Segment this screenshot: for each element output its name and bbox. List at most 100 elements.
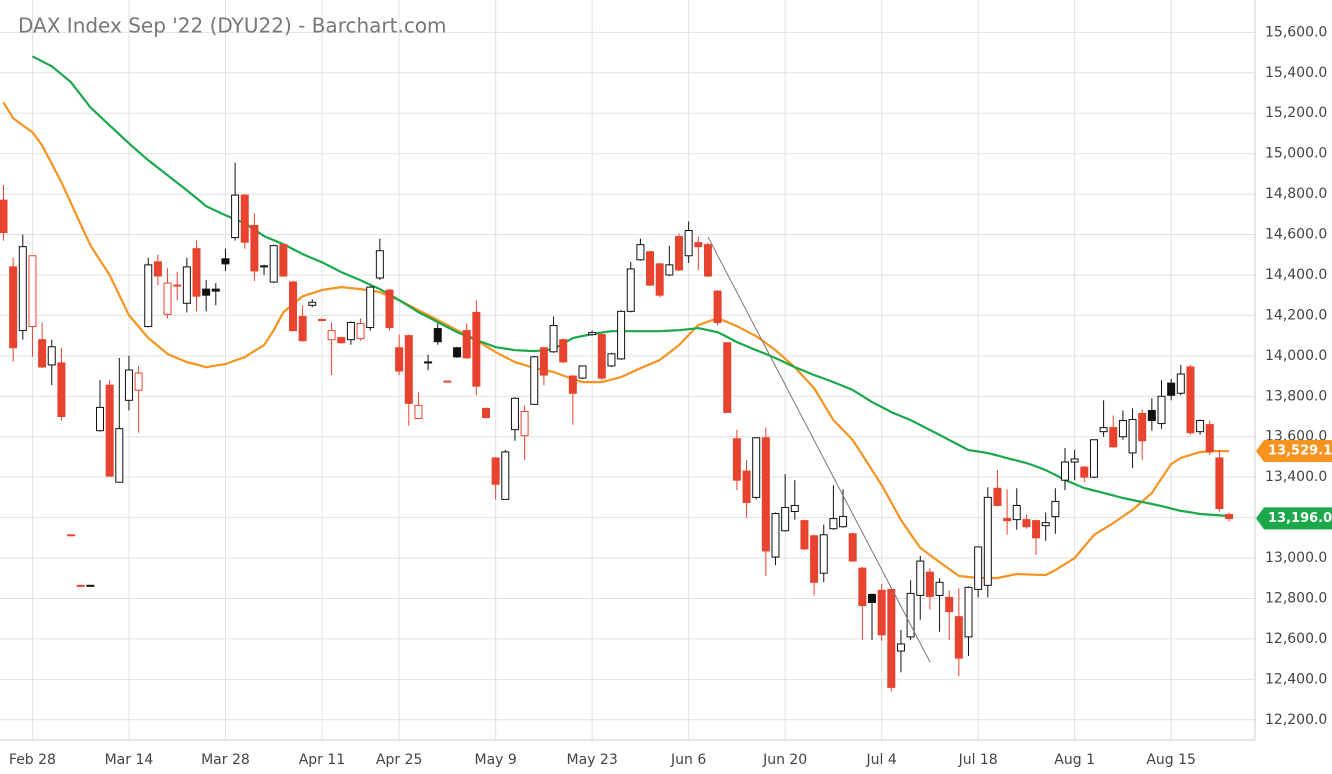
candle-body [269,245,278,283]
y-tick-label: 12,400.0 [1265,671,1327,687]
candle-body [395,347,404,372]
candle-body [424,361,433,364]
candle-body [935,581,944,596]
candle-body [317,318,326,321]
candle-body [781,506,790,532]
candle-body [675,236,683,271]
candle-body [636,244,645,261]
candle-body [337,337,346,344]
candle-body [713,290,722,323]
candle-body [742,470,751,503]
candle-body [732,438,741,481]
price-label: 13,529.1 [1268,444,1332,459]
candle-body [182,266,191,304]
candle-body [1176,373,1185,394]
candle-body [819,534,828,574]
candle-body [530,356,539,405]
candle-body [848,533,857,562]
candle-body [0,199,8,234]
candle-body [1070,458,1079,463]
candle-body [153,261,162,277]
y-tick-label: 13,800.0 [1265,388,1327,404]
candle-body [887,588,896,688]
candle-body [896,643,905,652]
y-tick-label: 15,200.0 [1265,105,1327,121]
candle-body [1157,395,1166,425]
candle-body [279,244,288,277]
candle-body [1099,427,1108,433]
x-tick-label: Mar 28 [201,752,250,768]
candle-body [1215,457,1224,509]
candle-body [1032,520,1041,539]
candle-body [414,404,423,420]
candle-body [1109,427,1118,448]
candle-body [510,397,519,431]
candle-body [443,380,452,383]
candle-body [993,487,1002,506]
candle-body [983,496,992,586]
candle-body [124,369,133,401]
x-tick-label: Feb 28 [9,752,56,768]
candle-body [945,596,954,613]
candle-body [877,589,886,636]
candle-body [250,224,259,272]
candle-body [1089,439,1098,478]
candle-body [761,437,770,552]
candle-body [67,534,76,537]
candle-body [906,592,915,638]
grid [0,0,1255,740]
candle-body [1186,366,1195,434]
candle-body [539,347,548,376]
candle-body [626,268,635,312]
candle-body [559,339,568,363]
candle-body [346,321,355,341]
candle-body [404,335,413,404]
candle-body [308,301,317,306]
candle-body [974,546,983,590]
candle-body [568,375,577,394]
candle-body [694,242,703,248]
candle-body [76,584,85,587]
trend-line [707,236,931,663]
candle-body [684,229,693,257]
candle-body [839,516,848,528]
candle-body [433,328,442,343]
candle-body [916,560,925,596]
x-tick-label: Apr 11 [299,752,345,768]
candle-body [47,346,56,366]
candle-body [723,342,732,413]
candle-body [655,263,664,296]
candle-body [327,330,336,341]
x-tick-label: May 9 [474,752,516,768]
candle-body [925,571,934,597]
x-tick-label: Aug 1 [1054,752,1095,768]
candle-body [501,451,510,500]
candle-body [134,372,143,391]
y-tick-label: 14,400.0 [1265,267,1327,283]
candle-body [211,288,220,292]
candle-body [115,428,124,483]
candle-body [163,282,172,315]
x-tick-label: Jun 20 [762,752,807,768]
y-tick-label: 14,800.0 [1265,186,1327,202]
candle-body [1022,519,1031,528]
labels: 12,200.0 12,400.0 12,600.0 12,800.0 13,000.0… [9,24,1332,768]
candle-body [192,248,201,297]
candle-body [1051,500,1060,518]
candle-body [810,535,819,583]
candle-body [202,288,211,296]
candle-body [86,584,95,587]
candle-body [289,281,297,332]
candle-body [771,513,780,558]
candle-body [28,255,37,328]
price-label-box [1256,440,1332,463]
y-tick-label: 14,600.0 [1265,227,1327,243]
y-tick-label: 15,000.0 [1265,146,1327,162]
x-tick-label: May 23 [567,752,618,768]
candle-body [453,347,462,358]
candle-body [173,284,182,287]
candle-body [1138,412,1147,442]
candle-body [240,194,249,243]
